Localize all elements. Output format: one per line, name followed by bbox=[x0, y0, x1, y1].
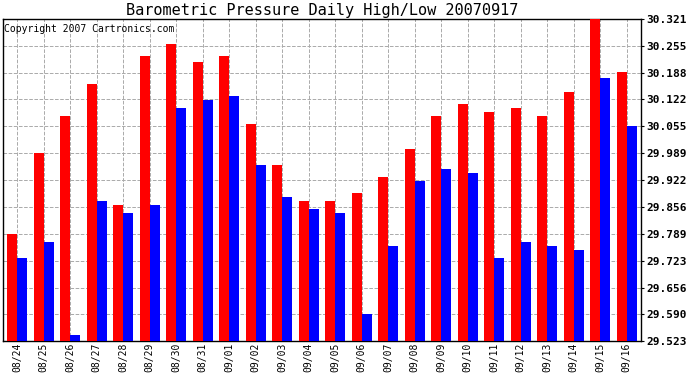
Bar bbox=[308, 209, 319, 342]
Bar bbox=[150, 205, 160, 342]
Bar bbox=[388, 246, 398, 342]
Bar bbox=[617, 72, 627, 342]
Bar bbox=[246, 124, 256, 342]
Bar bbox=[140, 56, 150, 342]
Bar bbox=[219, 56, 229, 342]
Bar bbox=[415, 181, 425, 342]
Bar bbox=[34, 153, 44, 342]
Bar bbox=[378, 177, 388, 342]
Bar bbox=[600, 78, 610, 342]
Bar bbox=[494, 258, 504, 342]
Title: Barometric Pressure Daily High/Low 20070917: Barometric Pressure Daily High/Low 20070… bbox=[126, 3, 518, 18]
Bar bbox=[176, 108, 186, 342]
Bar bbox=[627, 126, 637, 342]
Bar bbox=[256, 165, 266, 342]
Bar bbox=[60, 116, 70, 342]
Text: Copyright 2007 Cartronics.com: Copyright 2007 Cartronics.com bbox=[4, 24, 175, 34]
Bar bbox=[362, 314, 372, 342]
Bar bbox=[229, 96, 239, 342]
Bar bbox=[272, 165, 282, 342]
Bar bbox=[547, 246, 558, 342]
Bar bbox=[44, 242, 54, 342]
Bar bbox=[573, 250, 584, 342]
Bar bbox=[87, 84, 97, 342]
Bar bbox=[511, 108, 521, 342]
Bar bbox=[70, 334, 81, 342]
Bar bbox=[335, 213, 345, 342]
Bar bbox=[468, 173, 477, 342]
Bar bbox=[97, 201, 107, 342]
Bar bbox=[203, 100, 213, 342]
Bar bbox=[17, 258, 28, 342]
Bar bbox=[299, 201, 308, 342]
Bar bbox=[484, 112, 494, 342]
Bar bbox=[124, 213, 133, 342]
Bar bbox=[431, 116, 441, 342]
Bar bbox=[166, 44, 176, 342]
Bar bbox=[282, 197, 293, 342]
Bar bbox=[352, 193, 362, 342]
Bar bbox=[564, 92, 573, 342]
Bar bbox=[404, 148, 415, 342]
Bar bbox=[113, 205, 124, 342]
Bar bbox=[441, 169, 451, 342]
Bar bbox=[325, 201, 335, 342]
Bar bbox=[521, 242, 531, 342]
Bar bbox=[457, 104, 468, 342]
Bar bbox=[193, 62, 203, 342]
Bar bbox=[537, 116, 547, 342]
Bar bbox=[8, 234, 17, 342]
Bar bbox=[590, 15, 600, 342]
